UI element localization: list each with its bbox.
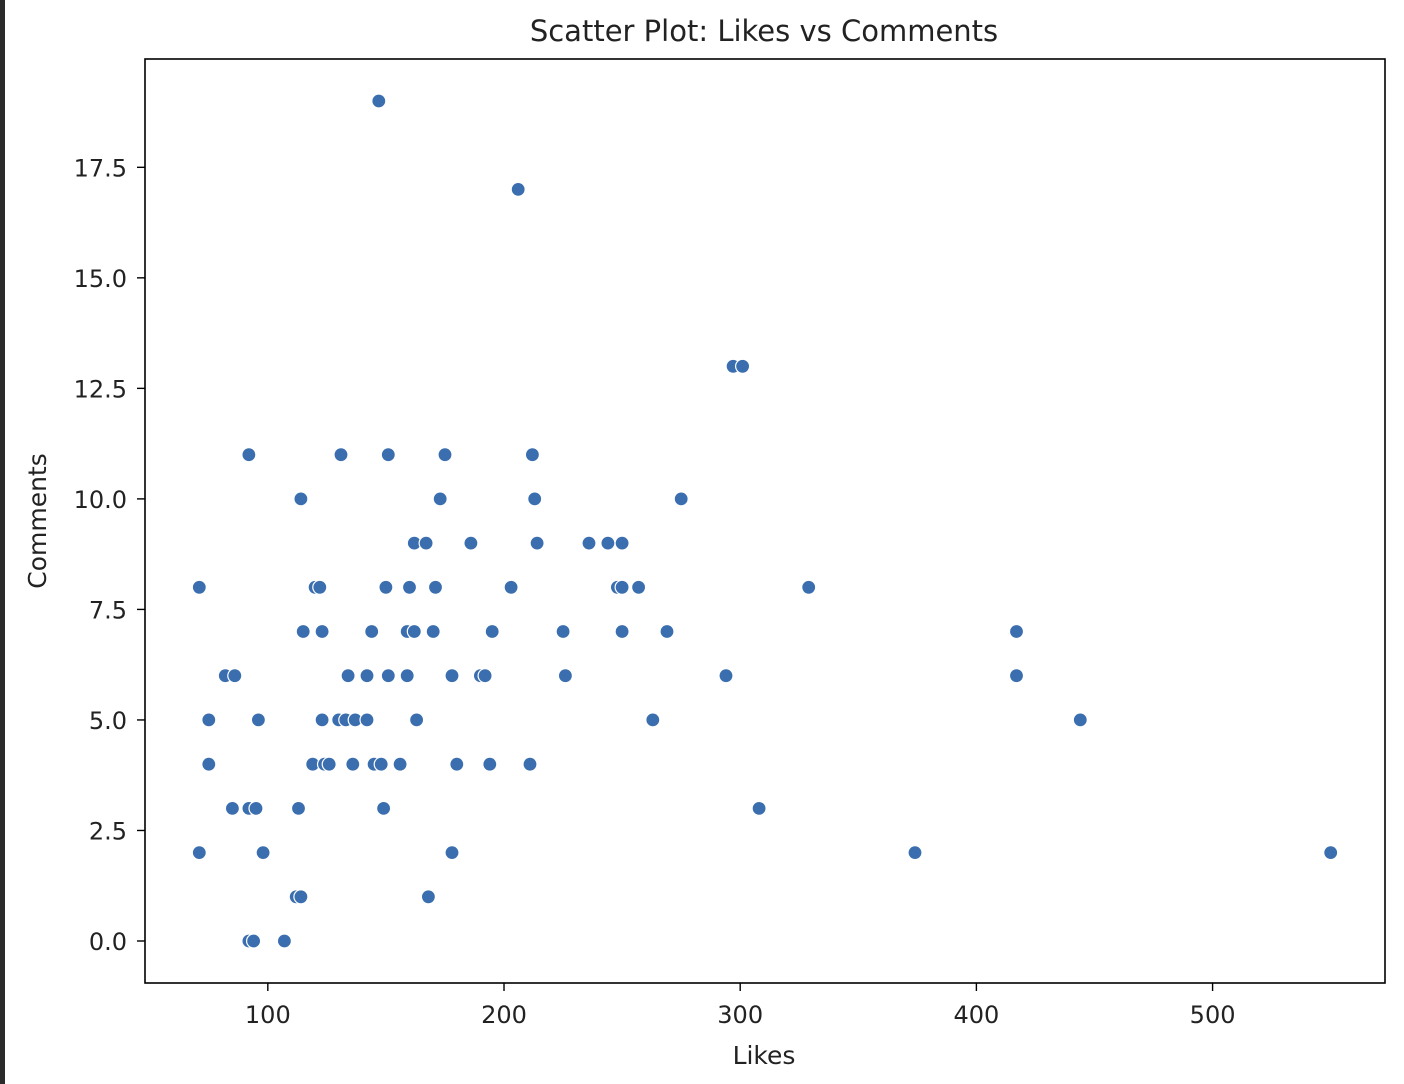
data-point-53	[1008, 668, 1025, 684]
data-point-74	[522, 756, 538, 772]
data-point-15	[463, 535, 479, 551]
plot-frame	[144, 58, 1386, 984]
data-point-8	[524, 447, 541, 463]
y-tick-label: 7.5	[89, 596, 127, 624]
data-point-91	[276, 933, 292, 949]
data-point-35	[406, 623, 422, 640]
data-point-48	[444, 668, 460, 684]
data-point-47	[399, 668, 415, 684]
data-point-1	[510, 181, 526, 197]
data-point-70	[373, 756, 389, 772]
data-point-31	[295, 623, 311, 640]
data-point-67	[321, 756, 337, 772]
data-point-87	[293, 889, 309, 905]
y-tick-label: 10.0	[74, 486, 127, 514]
y-axis-label: Comments	[23, 453, 52, 589]
data-point-19	[614, 535, 630, 551]
data-point-55	[250, 712, 266, 728]
x-tick-label: 500	[1190, 1001, 1236, 1029]
data-point-9	[293, 491, 309, 507]
data-point-38	[555, 623, 571, 640]
data-point-78	[290, 800, 307, 817]
data-point-18	[600, 535, 616, 551]
y-tick-label: 15.0	[74, 265, 127, 293]
data-point-44	[340, 668, 356, 684]
data-points	[191, 93, 1339, 949]
x-tick-label: 100	[245, 1001, 291, 1029]
chart-title: Scatter Plot: Likes vs Comments	[530, 14, 998, 48]
data-point-26	[503, 579, 519, 595]
data-point-29	[630, 579, 647, 595]
data-point-54	[201, 712, 217, 728]
data-point-11	[527, 491, 543, 507]
data-point-24	[401, 579, 418, 595]
y-tick-label: 12.5	[74, 375, 127, 403]
x-tick-label: 300	[717, 1001, 763, 1029]
y-tick-label: 17.5	[74, 154, 127, 182]
x-axis-ticks: 100 200 300 400 500	[245, 983, 1236, 1029]
data-point-64	[201, 756, 217, 772]
data-point-83	[444, 844, 460, 861]
x-axis-label: Likes	[733, 1041, 796, 1070]
data-point-77	[248, 800, 264, 817]
data-point-90	[246, 933, 262, 949]
data-point-56	[314, 712, 330, 728]
data-point-84	[907, 844, 923, 861]
data-point-28	[614, 579, 630, 595]
data-point-30	[801, 579, 817, 595]
y-tick-label: 2.5	[89, 817, 127, 845]
data-point-71	[392, 756, 408, 772]
window-edge	[0, 0, 5, 1084]
data-point-41	[1008, 623, 1025, 640]
data-point-6	[380, 447, 396, 463]
data-point-82	[255, 844, 271, 861]
data-point-40	[659, 623, 675, 640]
data-point-63	[1072, 712, 1088, 728]
data-point-80	[751, 800, 767, 817]
data-point-68	[345, 756, 361, 772]
data-point-88	[420, 889, 436, 905]
data-point-12	[673, 491, 689, 507]
data-point-75	[224, 800, 240, 817]
data-point-45	[359, 668, 375, 684]
data-point-73	[482, 756, 498, 772]
data-point-52	[718, 668, 734, 684]
data-point-46	[380, 668, 396, 684]
data-point-14	[418, 535, 434, 551]
data-point-39	[614, 623, 630, 640]
data-point-37	[484, 623, 500, 640]
x-tick-label: 400	[953, 1001, 999, 1029]
data-point-79	[376, 800, 392, 817]
data-point-85	[1323, 844, 1339, 861]
y-axis-ticks: 0.0 2.5 5.0 7.5 10.0 12.5 15.0 17.5	[74, 154, 145, 956]
data-point-62	[645, 712, 661, 728]
data-point-16	[529, 535, 545, 551]
data-point-5	[333, 447, 349, 463]
data-point-72	[449, 756, 465, 772]
data-point-4	[241, 447, 257, 463]
data-point-22	[312, 579, 328, 595]
data-point-7	[437, 447, 453, 463]
data-point-61	[409, 712, 425, 728]
data-point-20	[191, 579, 207, 595]
y-tick-label: 5.0	[89, 707, 127, 735]
data-point-33	[364, 623, 380, 640]
y-tick-label: 0.0	[89, 928, 127, 956]
data-point-60	[359, 712, 375, 728]
data-point-51	[557, 668, 574, 684]
data-point-23	[378, 579, 394, 595]
data-point-3	[734, 358, 751, 374]
data-point-36	[425, 623, 441, 640]
data-point-50	[477, 668, 493, 684]
data-point-81	[191, 844, 207, 861]
data-point-43	[227, 668, 243, 684]
data-point-10	[432, 491, 448, 507]
data-point-0	[371, 93, 387, 109]
data-point-25	[427, 579, 444, 595]
x-tick-label: 200	[481, 1001, 527, 1029]
data-point-17	[581, 535, 597, 551]
data-point-32	[314, 623, 330, 640]
